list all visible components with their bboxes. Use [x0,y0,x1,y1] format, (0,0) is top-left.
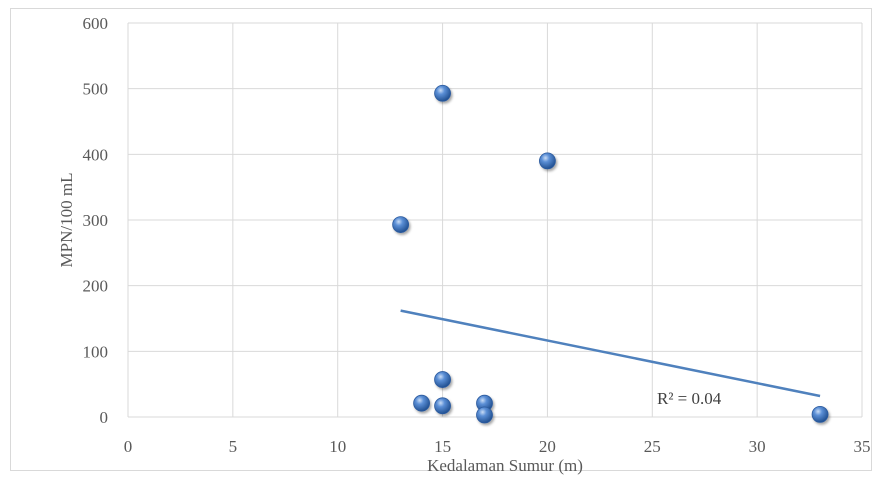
x-axis-title: Kedalaman Sumur (m) [427,456,583,475]
x-tick-label: 30 [749,437,766,456]
x-tick-label: 20 [539,437,556,456]
y-tick-label: 0 [100,408,109,427]
y-tick-label: 400 [83,145,109,164]
data-point [413,394,431,412]
x-tick-label: 5 [229,437,238,456]
r-squared-annotation: R² = 0.04 [657,389,722,408]
data-point [434,371,451,388]
trendline [400,309,821,398]
y-tick-label: 100 [83,342,109,361]
data-point [811,405,829,423]
data-point [434,397,451,415]
x-tick-label: 10 [329,437,346,456]
data-point [539,152,556,170]
y-axis-title: MPN/100 mL [57,173,76,268]
y-tick-label: 500 [83,80,109,99]
data-point [476,406,493,424]
x-tick-label: 15 [434,437,451,456]
x-tick-label: 25 [644,437,661,456]
y-tick-label: 600 [83,14,109,33]
data-point [392,216,410,233]
x-tick-label: 35 [854,437,871,456]
data-points [392,84,829,424]
y-tick-label: 200 [83,277,109,296]
x-tick-label: 0 [124,437,133,456]
gridlines [127,22,863,418]
data-point [434,84,451,102]
tick-labels: 0 100 200 300 400 500 600 0 5 10 15 20 25 30 35 [83,14,871,456]
y-tick-label: 300 [83,211,109,230]
trendline-layer [400,309,821,398]
